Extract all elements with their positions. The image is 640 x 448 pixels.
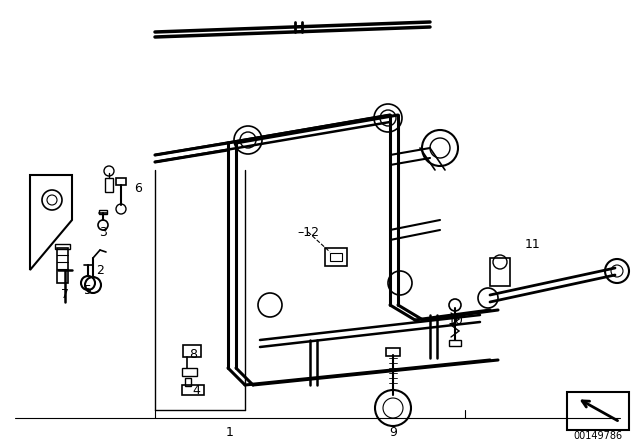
Bar <box>105 178 113 192</box>
Text: 11: 11 <box>525 238 541 251</box>
Text: 9: 9 <box>389 426 397 439</box>
Text: 6: 6 <box>134 181 142 194</box>
Text: 5: 5 <box>84 284 92 297</box>
Bar <box>330 253 342 261</box>
Bar <box>185 378 191 386</box>
Text: 7: 7 <box>61 289 69 302</box>
Bar <box>183 345 201 357</box>
Circle shape <box>375 390 411 426</box>
Bar <box>386 348 400 356</box>
Bar <box>57 248 68 283</box>
Bar <box>182 368 197 376</box>
Text: 1: 1 <box>226 426 234 439</box>
Bar <box>99 210 107 214</box>
Bar <box>490 258 510 286</box>
Text: –12: –12 <box>297 225 319 238</box>
Bar <box>325 248 347 266</box>
Text: 4: 4 <box>192 383 200 396</box>
Text: 2: 2 <box>96 263 104 276</box>
Text: 00149786: 00149786 <box>573 431 623 441</box>
Bar <box>182 385 204 395</box>
Text: 3: 3 <box>99 227 107 240</box>
Bar <box>116 178 126 185</box>
Bar <box>567 392 629 430</box>
Text: 8: 8 <box>189 349 197 362</box>
Bar <box>55 244 70 249</box>
Text: 10: 10 <box>448 314 464 327</box>
Bar <box>449 340 461 346</box>
